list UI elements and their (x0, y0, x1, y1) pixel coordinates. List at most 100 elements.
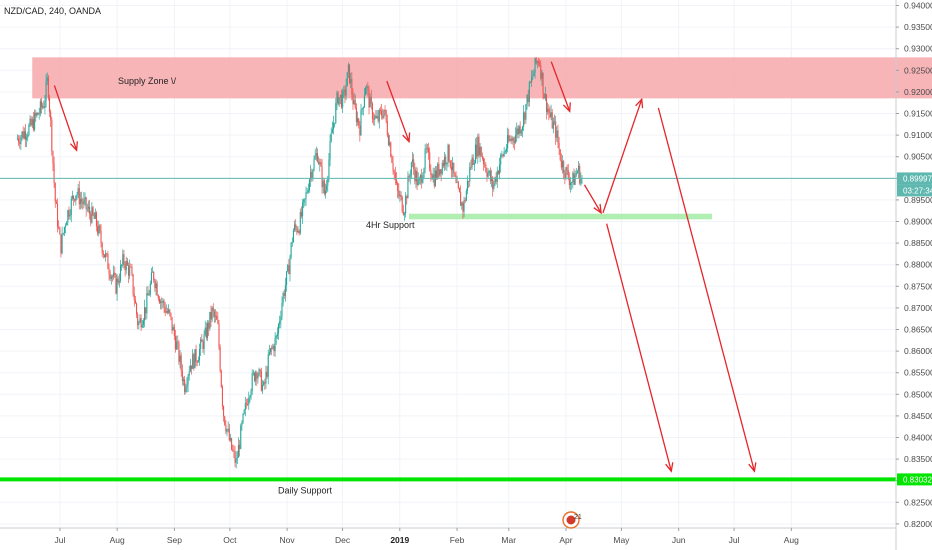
candle-body (542, 72, 544, 94)
candle-body (223, 406, 225, 417)
candle-body (527, 94, 529, 102)
candle-body (482, 158, 485, 164)
candle-body (450, 167, 453, 171)
candle-body (197, 360, 199, 363)
candle-body (413, 159, 415, 169)
candle-body (23, 131, 25, 139)
candle-body (410, 162, 412, 176)
candle-body (139, 318, 141, 323)
candle-body (249, 396, 251, 398)
candle-body (511, 137, 513, 141)
candle-body (347, 64, 349, 73)
price-tick-label: 0.82500 (904, 497, 932, 507)
candle-body (551, 112, 553, 129)
candle-body (298, 230, 300, 234)
candle-body (106, 253, 108, 255)
candle-body (440, 169, 442, 174)
candle-body (430, 169, 432, 176)
candle-body (292, 230, 294, 243)
candle-body (115, 274, 117, 294)
candle-body (428, 148, 430, 153)
candle-body (22, 131, 24, 139)
candle-body (465, 190, 467, 201)
candle-body (168, 309, 170, 313)
candle-body (336, 92, 338, 104)
price-axis[interactable]: 0.94000 0.93500 0.93000 0.92500 0.92000 0.915… (895, 0, 932, 550)
time-tick-label: Aug (110, 535, 125, 545)
candle-body (488, 170, 490, 174)
trend-arrow-line (657, 107, 756, 472)
candle-body (421, 175, 423, 183)
candle-body (458, 188, 461, 193)
candle-body (116, 278, 118, 294)
time-tick-label: Oct (223, 535, 237, 545)
candle-body (520, 130, 522, 134)
candle-body (174, 335, 177, 350)
candle-body (362, 106, 364, 110)
candle-body (401, 196, 403, 212)
candle-body (140, 318, 142, 328)
price-tick-label: 0.89000 (904, 217, 932, 227)
candle-body (282, 293, 284, 304)
candle-body (206, 322, 209, 339)
candle-body (264, 381, 266, 384)
candle-body (59, 227, 61, 235)
daily-support-value: 0.83032 (903, 475, 932, 484)
candle-body (481, 156, 483, 159)
candle-body (418, 179, 420, 181)
candle-body (518, 126, 520, 135)
candle-body (99, 225, 101, 232)
price-tick-label: 0.89500 (904, 195, 932, 205)
candle-body (92, 207, 94, 215)
candle-body (359, 125, 361, 136)
candle-body (250, 390, 252, 397)
candle-body (478, 136, 480, 156)
candle-body (535, 58, 537, 64)
candle-body (337, 92, 339, 105)
candle-body (490, 177, 493, 181)
price-tick-label: 0.94000 (904, 1, 932, 11)
candle-body (66, 222, 68, 226)
candle-body (241, 422, 243, 426)
candle-body (182, 379, 185, 381)
candle-body (18, 138, 20, 143)
candle-body (312, 169, 314, 178)
candle-body (61, 233, 63, 254)
candle-body (56, 203, 59, 228)
time-axis[interactable]: Jul Aug Sep Oct Nov Dec 2019 Feb Mar Apr May Jun Jul… (0, 527, 896, 545)
candle-body (426, 148, 428, 150)
candle-body (474, 144, 477, 164)
candle-body (133, 294, 135, 301)
candle-body (141, 324, 143, 328)
candle-body (20, 137, 22, 145)
candle-body (193, 354, 195, 369)
candle-body (486, 171, 488, 177)
candle-body (213, 311, 215, 317)
candle-body (269, 348, 272, 353)
watermark-count: 21 (574, 514, 582, 521)
candle-body (350, 78, 352, 83)
candle-body (122, 254, 124, 266)
price-tick-label: 0.93500 (904, 22, 932, 32)
candle-body (52, 151, 54, 164)
candle-body (460, 192, 462, 206)
candle-body (539, 62, 541, 66)
candle-body (243, 410, 245, 414)
candle-body (425, 148, 427, 150)
candle-body (62, 233, 64, 235)
trend-arrow-head (562, 102, 571, 113)
candle-body (329, 141, 331, 160)
candle-body (277, 324, 280, 334)
candle-body (523, 112, 525, 127)
candle-body (242, 413, 244, 423)
candle-body (517, 128, 519, 135)
price-tick-label: 0.87000 (904, 303, 932, 313)
candle-body (573, 173, 575, 185)
candle-body (479, 146, 481, 156)
candle-body (221, 386, 223, 407)
trend-arrow-head (635, 97, 644, 109)
candle-body (399, 194, 401, 197)
candle-body (85, 197, 87, 210)
candle-body (367, 86, 369, 90)
